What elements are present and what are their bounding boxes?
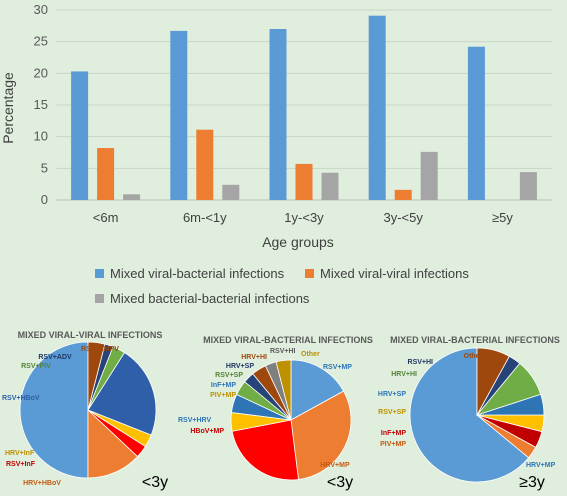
x-tick-label: ≥5y	[492, 210, 513, 225]
pie-slice	[290, 359, 345, 421]
pie-slice-label: RSV+ADV	[38, 354, 72, 361]
pie-chart-viral-bacterial-under-3y: MIXED VIRAL-BACTERIAL INFECTIONS RSV+MP H…	[190, 335, 373, 491]
pie-slice	[19, 341, 89, 479]
pie-slice	[87, 341, 106, 411]
pie-slice-label: RSV+SP	[378, 409, 406, 416]
bar	[196, 129, 214, 200]
pie-slice-label: RSV+InF	[6, 461, 36, 468]
pie-slice-label: RSV+HI	[408, 359, 434, 366]
pie-slice	[409, 347, 530, 483]
pie-chart-viral-viral: MIXED VIRAL-VIRAL INFECTIONS RSV+HRV HRV+…	[2, 330, 211, 491]
pie-chart-viral-bacterial-over-3y: MIXED VIRAL-BACTERIAL INFECTIONS HRV+MP P…	[378, 335, 560, 491]
pie-slice-label: RSV+HRV	[178, 417, 211, 424]
y-tick-label: 20	[34, 65, 48, 80]
legend-label: Mixed viral-viral infections	[320, 266, 469, 281]
x-tick-label: 1y-<3y	[284, 210, 324, 225]
pie-slice-label: RSV+PIV	[21, 363, 51, 370]
pie-slice-label: HRV+HI	[241, 354, 267, 361]
y-tick-label: 0	[41, 192, 48, 207]
bar	[467, 46, 485, 200]
legend-label: Mixed bacterial-bacterial infections	[110, 291, 310, 306]
pie-slices	[230, 359, 352, 481]
y-tick-label: 30	[34, 2, 48, 17]
bar	[295, 163, 313, 200]
pie-slice	[476, 347, 510, 416]
bar-chart: 0 5 10 15 20 25 30 <6m 6m-<1y 1y-<3y 3y-<5y ≥5y Pe…	[0, 2, 552, 306]
bar	[269, 29, 287, 200]
pie-slice	[87, 352, 157, 436]
pie-slice	[87, 409, 139, 479]
bar	[222, 184, 240, 200]
bar	[97, 148, 115, 200]
pie-title: MIXED VIRAL-BACTERIAL INFECTIONS	[203, 335, 373, 345]
pie-slice-label: RSV+MP	[323, 364, 352, 371]
pie-age-label: <3y	[327, 474, 353, 491]
pie-slices	[409, 347, 545, 483]
pie-slice-label: HRV+MP	[526, 462, 556, 469]
pie-slice-label: HRV+HI	[391, 371, 417, 378]
bar-x-axis-label: Age groups	[262, 234, 334, 250]
y-tick-label: 25	[34, 34, 48, 49]
pie-age-label: ≥3y	[519, 474, 545, 491]
pie-slice-label: InF+MP	[211, 382, 236, 389]
pie-slice-label: RSV+hMPV	[81, 346, 119, 353]
y-tick-label: 15	[34, 97, 48, 112]
legend-swatch	[95, 269, 104, 278]
pie-slice-label: HRV+MP	[320, 462, 350, 469]
pie-slice-label: HRV+SP	[226, 363, 254, 370]
bar	[519, 172, 537, 200]
pie-slice-labels: HRV+MP PIV+MP InF+MP RSV+SP HRV+SP HRV+HI RSV+…	[378, 353, 556, 469]
pie-slice	[231, 419, 299, 481]
pie-slice-label: HRV+SP	[378, 391, 406, 398]
pie-slice-label: Other	[301, 351, 320, 358]
pie-slice-label: Other	[464, 353, 483, 360]
pie-slice-labels: RSV+MP HRV+MP HBoV+MP PIV+MP InF+MP RSV+SP HRV…	[190, 348, 352, 469]
bar	[368, 15, 386, 201]
pie-slice-label: PIV+MP	[380, 441, 406, 448]
pie-slices	[19, 341, 157, 479]
legend-swatch	[95, 294, 104, 303]
pie-slice-labels: RSV+HRV HRV+HBoV RSV+InF HRV+InF RSV+HBoV RSV…	[2, 346, 211, 487]
bar	[394, 189, 412, 200]
bar	[170, 30, 188, 201]
pie-slice-label: HRV+InF	[5, 450, 35, 457]
pie-slice	[275, 359, 292, 421]
pie-slice-label: HBoV+MP	[190, 428, 224, 435]
x-tick-label: 3y-<5y	[384, 210, 424, 225]
bar-y-tick-labels: 0 5 10 15 20 25 30	[34, 2, 48, 207]
bar-x-tick-labels: <6m 6m-<1y 1y-<3y 3y-<5y ≥5y	[93, 210, 514, 225]
bar-y-axis-label: Percentage	[0, 72, 16, 144]
pie-slice-label: HRV+HBoV	[23, 480, 61, 487]
bar-marks	[71, 15, 537, 201]
pie-slice-label: PIV+MP	[210, 392, 236, 399]
x-tick-label: 6m-<1y	[183, 210, 227, 225]
pie-slice-label: InF+MP	[381, 430, 406, 437]
pie-title: MIXED VIRAL-BACTERIAL INFECTIONS	[390, 335, 560, 345]
pie-slice-label: RSV+SP	[215, 372, 243, 379]
pie-age-label: <3y	[142, 474, 168, 491]
legend-swatch	[305, 269, 314, 278]
legend-label: Mixed viral-bacterial infections	[110, 266, 285, 281]
pie-title: MIXED VIRAL-VIRAL INFECTIONS	[18, 330, 163, 340]
pie-slice-label: RSV+HBoV	[2, 395, 40, 402]
bar	[123, 194, 141, 200]
bar	[420, 151, 438, 200]
x-tick-label: <6m	[93, 210, 119, 225]
bar	[71, 71, 89, 200]
y-tick-label: 10	[34, 129, 48, 144]
pie-slice-label: RSV+HI	[270, 348, 296, 355]
y-tick-label: 5	[41, 160, 48, 175]
bar	[321, 172, 339, 200]
bar-legend: Mixed viral-bacterial infections Mixed vi…	[95, 266, 469, 306]
pie-slice	[290, 390, 352, 480]
